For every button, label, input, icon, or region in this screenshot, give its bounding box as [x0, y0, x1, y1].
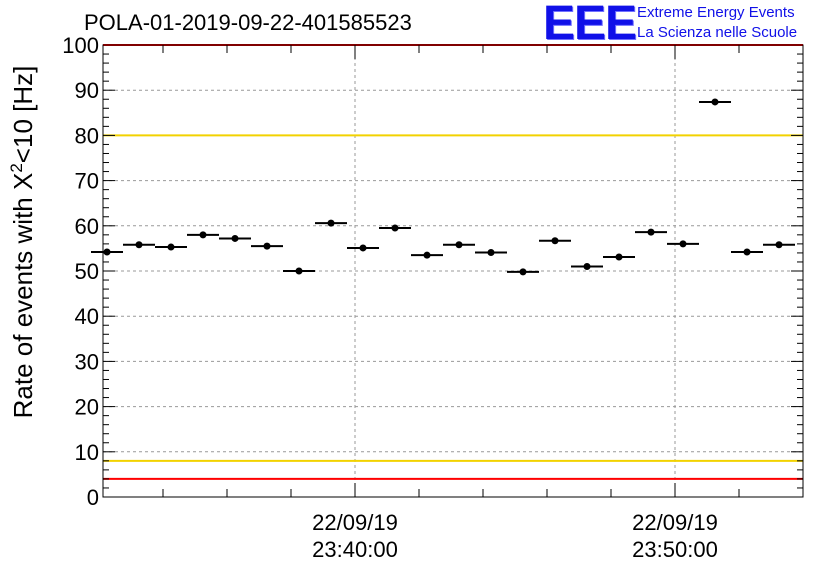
x-tick-label-date: 22/09/19 [312, 510, 398, 535]
data-point-marker [551, 237, 559, 245]
data-point-marker [519, 268, 527, 276]
data-point-marker [135, 241, 143, 249]
data-point-marker [775, 241, 783, 249]
data-point-marker [743, 248, 751, 256]
data-points [91, 98, 795, 276]
data-point [155, 243, 187, 251]
data-point-marker [167, 243, 175, 251]
data-point [219, 234, 251, 242]
data-point-marker [295, 267, 303, 275]
data-point-marker [583, 262, 591, 270]
data-point-marker [487, 248, 495, 256]
y-tick-label: 40 [75, 304, 99, 329]
data-point-marker [679, 240, 687, 248]
y-tick-label: 30 [75, 349, 99, 374]
data-point [251, 242, 283, 250]
y-tick-label: 70 [75, 169, 99, 194]
data-point-marker [615, 253, 623, 261]
data-point-marker [423, 251, 431, 259]
y-tick-label: 20 [75, 395, 99, 420]
data-point-marker [327, 219, 335, 227]
data-point [539, 237, 571, 245]
data-point [699, 98, 731, 106]
chart-title: POLA-01-2019-09-22-401585523 [84, 10, 412, 35]
x-tick-label-time: 23:40:00 [312, 537, 398, 562]
data-point-marker [711, 98, 719, 106]
data-point [731, 248, 763, 256]
data-point-marker [391, 224, 399, 232]
y-tick-label: 0 [87, 485, 99, 510]
data-point-marker [359, 244, 367, 252]
data-point-marker [231, 234, 239, 242]
data-point [507, 268, 539, 276]
data-point [571, 262, 603, 270]
data-point-marker [199, 231, 207, 239]
grid-layer [103, 45, 803, 497]
axes: 010203040506070809010022/09/1923:40:0022… [62, 33, 804, 562]
data-point-marker [263, 242, 271, 250]
y-tick-label: 50 [75, 259, 99, 284]
x-tick-label-date: 22/09/19 [632, 510, 718, 535]
data-point [315, 219, 347, 227]
data-point [763, 241, 795, 249]
data-point [603, 253, 635, 261]
data-point [91, 248, 123, 256]
data-point [347, 244, 379, 252]
data-point [411, 251, 443, 259]
y-tick-label: 80 [75, 123, 99, 148]
reference-lines [103, 44, 803, 480]
data-point [667, 240, 699, 248]
data-point [283, 267, 315, 275]
data-point-marker [103, 248, 111, 256]
data-point-marker [647, 228, 655, 236]
x-tick-label-time: 23:50:00 [632, 537, 718, 562]
data-point [475, 248, 507, 256]
eee-logo: EEE [543, 0, 637, 50]
data-point [379, 224, 411, 232]
data-point [123, 241, 155, 249]
logo-line-2: La Scienza nelle Scuole [637, 24, 798, 41]
data-point-marker [455, 241, 463, 249]
y-axis-label: Rate of events with X2<10 [Hz] [7, 66, 38, 419]
y-tick-label: 10 [75, 440, 99, 465]
data-point [635, 228, 667, 236]
y-tick-label: 90 [75, 78, 99, 103]
y-tick-label: 100 [62, 33, 99, 58]
data-point [187, 231, 219, 239]
y-tick-label: 60 [75, 214, 99, 239]
logo-line-1: Extreme Energy Events [637, 4, 795, 21]
data-point [443, 241, 475, 249]
